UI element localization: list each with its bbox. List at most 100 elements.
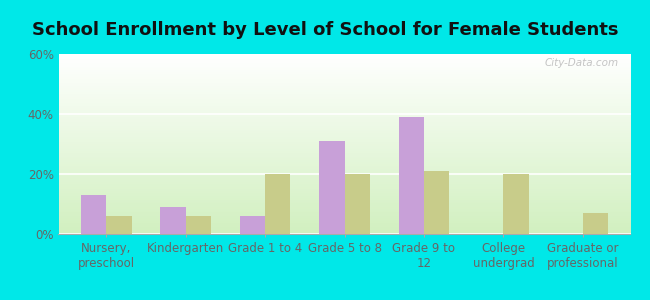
Bar bbox=[58, 187, 630, 189]
Bar bbox=[58, 214, 630, 216]
Bar bbox=[58, 176, 630, 178]
Bar bbox=[240, 216, 265, 234]
Bar bbox=[58, 128, 630, 130]
Bar bbox=[58, 180, 630, 182]
Bar bbox=[58, 68, 630, 70]
Bar bbox=[58, 122, 630, 124]
Bar bbox=[81, 195, 106, 234]
Bar bbox=[58, 196, 630, 198]
Bar bbox=[58, 173, 630, 175]
Bar bbox=[58, 58, 630, 59]
Bar bbox=[58, 56, 630, 58]
Bar bbox=[58, 203, 630, 205]
Bar bbox=[58, 223, 630, 225]
Bar bbox=[58, 110, 630, 112]
Bar bbox=[58, 142, 630, 144]
Bar bbox=[58, 182, 630, 184]
Bar bbox=[58, 157, 630, 158]
Bar bbox=[58, 171, 630, 173]
Bar bbox=[58, 119, 630, 121]
Bar bbox=[58, 97, 630, 99]
Bar bbox=[58, 232, 630, 234]
Bar bbox=[398, 117, 424, 234]
Bar bbox=[58, 72, 630, 74]
Bar bbox=[58, 137, 630, 139]
Bar bbox=[58, 112, 630, 113]
Bar bbox=[58, 148, 630, 149]
Bar bbox=[58, 191, 630, 193]
Bar bbox=[58, 221, 630, 223]
Bar bbox=[58, 83, 630, 85]
Bar bbox=[106, 216, 131, 234]
Bar bbox=[58, 81, 630, 83]
Bar bbox=[319, 141, 344, 234]
Bar bbox=[58, 212, 630, 214]
Bar bbox=[58, 160, 630, 162]
Bar bbox=[58, 61, 630, 63]
Bar bbox=[58, 92, 630, 94]
Bar bbox=[58, 54, 630, 56]
Bar bbox=[58, 189, 630, 191]
Bar bbox=[58, 139, 630, 140]
Bar bbox=[58, 144, 630, 146]
Bar bbox=[58, 227, 630, 229]
Bar bbox=[58, 106, 630, 108]
Bar bbox=[58, 216, 630, 218]
Bar bbox=[58, 140, 630, 142]
Bar bbox=[58, 74, 630, 76]
Bar bbox=[58, 67, 630, 68]
Bar bbox=[58, 113, 630, 115]
Bar bbox=[58, 193, 630, 194]
Bar bbox=[58, 202, 630, 203]
Bar bbox=[58, 103, 630, 104]
Bar bbox=[58, 200, 630, 202]
Bar bbox=[58, 162, 630, 164]
Bar bbox=[58, 153, 630, 155]
Bar bbox=[58, 169, 630, 171]
Bar bbox=[58, 130, 630, 131]
Bar bbox=[58, 135, 630, 137]
Text: School Enrollment by Level of School for Female Students: School Enrollment by Level of School for… bbox=[32, 21, 618, 39]
Bar bbox=[58, 70, 630, 72]
Bar bbox=[58, 230, 630, 232]
Bar bbox=[58, 131, 630, 133]
Bar bbox=[58, 229, 630, 230]
Bar bbox=[58, 99, 630, 101]
Bar bbox=[58, 108, 630, 110]
Bar bbox=[58, 178, 630, 180]
Bar bbox=[58, 209, 630, 211]
Bar bbox=[58, 126, 630, 128]
Bar bbox=[58, 207, 630, 209]
Bar bbox=[160, 207, 186, 234]
Bar bbox=[58, 77, 630, 79]
Bar bbox=[58, 88, 630, 90]
Bar bbox=[583, 213, 608, 234]
Bar bbox=[58, 101, 630, 103]
Bar bbox=[58, 166, 630, 167]
Bar bbox=[58, 220, 630, 221]
Bar bbox=[58, 121, 630, 122]
Bar bbox=[58, 117, 630, 119]
Bar bbox=[344, 174, 370, 234]
Bar bbox=[58, 211, 630, 212]
Bar bbox=[58, 167, 630, 169]
Bar bbox=[58, 155, 630, 157]
Bar bbox=[58, 164, 630, 166]
Bar bbox=[265, 174, 291, 234]
Bar bbox=[58, 94, 630, 95]
Bar bbox=[58, 115, 630, 117]
Bar bbox=[58, 104, 630, 106]
Bar bbox=[58, 218, 630, 220]
Bar bbox=[58, 185, 630, 187]
Bar bbox=[58, 86, 630, 88]
Bar bbox=[58, 225, 630, 227]
Bar bbox=[58, 133, 630, 135]
Bar bbox=[58, 85, 630, 86]
Bar bbox=[58, 175, 630, 176]
Bar bbox=[58, 59, 630, 61]
Bar bbox=[58, 158, 630, 160]
Bar bbox=[58, 146, 630, 148]
Text: City-Data.com: City-Data.com bbox=[545, 58, 619, 68]
Bar bbox=[424, 171, 449, 234]
Bar bbox=[58, 205, 630, 207]
